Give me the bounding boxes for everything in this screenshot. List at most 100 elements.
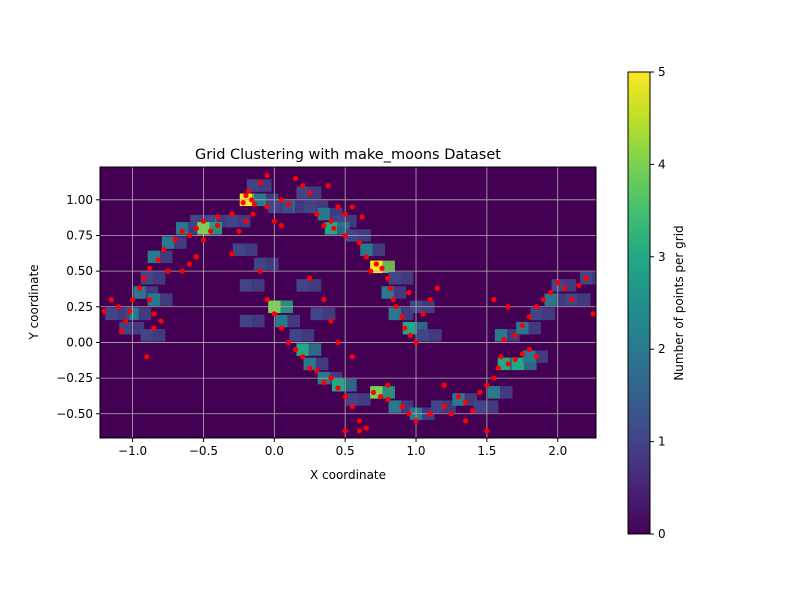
heatmap-cell [497, 357, 511, 371]
data-point [278, 222, 284, 229]
data-point [115, 304, 122, 310]
data-point [501, 336, 507, 343]
heatmap-cell [344, 378, 357, 392]
data-point [484, 428, 490, 434]
heatmap-cell [542, 307, 556, 321]
data-point [470, 408, 476, 414]
data-point [495, 365, 501, 371]
data-point [402, 325, 408, 331]
heatmap-cell [360, 243, 373, 256]
heatmap-cell [252, 279, 265, 292]
colorbar-tick-label: 0 [658, 527, 666, 541]
data-point [363, 425, 370, 431]
data-point [292, 175, 299, 182]
data-point [300, 182, 306, 189]
heatmap-cell [303, 200, 316, 214]
heatmap-cell [147, 293, 161, 306]
data-point [434, 285, 440, 291]
data-point [307, 190, 313, 196]
data-point [151, 311, 157, 317]
heatmap-cell [253, 257, 267, 271]
data-point [236, 228, 242, 234]
data-point [331, 225, 337, 231]
data-point [590, 311, 596, 317]
data-point [427, 297, 433, 303]
data-point [407, 332, 413, 338]
heatmap-cell [500, 386, 513, 399]
data-point [406, 289, 412, 296]
heatmap-cell [296, 186, 309, 199]
data-point [321, 222, 327, 229]
data-point [342, 428, 348, 434]
heatmap-cell [530, 307, 543, 321]
y-tick-label: 0.00 [66, 335, 93, 349]
data-point [519, 351, 525, 357]
data-point [307, 275, 313, 281]
data-point [249, 197, 255, 203]
colorbar-tick-label: 4 [658, 157, 666, 171]
data-point [379, 265, 385, 271]
data-point [370, 389, 377, 395]
heatmap-cell [372, 243, 386, 256]
y-tick-label: 0.75 [66, 228, 93, 242]
plot-frame [99, 166, 597, 439]
data-point [246, 188, 252, 194]
heatmap-cell [301, 329, 315, 342]
heatmap-cell [308, 279, 322, 292]
data-point [271, 218, 277, 224]
y-axis-label: Y coordinate [27, 264, 41, 340]
data-point [186, 232, 192, 239]
data-point [240, 200, 246, 206]
data-point [292, 346, 299, 353]
data-point [321, 297, 327, 303]
data-point [491, 297, 497, 303]
heatmap-cell [331, 378, 345, 392]
data-point [328, 218, 334, 224]
data-point [377, 394, 384, 400]
data-point [101, 308, 107, 314]
heatmap-cell [152, 272, 166, 285]
data-point [144, 354, 150, 360]
data-point [264, 204, 270, 210]
heatmap-cell [289, 329, 302, 342]
data-point [264, 172, 270, 179]
data-point [314, 368, 320, 374]
x-tick-label: 0.0 [265, 444, 284, 458]
x-tick-label: −1.0 [118, 444, 147, 458]
heatmap-cell [252, 314, 265, 328]
heatmap-cell [161, 236, 175, 249]
heatmap-cell [160, 293, 173, 306]
heatmap-cell [133, 286, 146, 299]
y-tick-label: −0.25 [56, 371, 93, 385]
data-point [448, 411, 455, 417]
data-point [158, 318, 164, 324]
y-axis-ticks: −0.50 −0.25 0.00 0.25 0.50 0.75 1.00 [56, 193, 100, 421]
y-tick-label: 0.50 [66, 264, 93, 278]
data-point [193, 225, 199, 231]
data-point [387, 285, 394, 291]
colorbar: 0 1 2 3 4 5 Number of points per grid [627, 65, 686, 541]
plot-area [99, 166, 597, 439]
data-point [278, 197, 284, 203]
data-point [151, 325, 157, 331]
data-point [155, 257, 161, 263]
x-axis-label: X coordinate [310, 468, 386, 482]
heatmap-cell [528, 321, 541, 335]
data-point [200, 218, 207, 224]
data-point [455, 394, 462, 400]
data-point [548, 289, 554, 296]
data-point [477, 389, 483, 395]
data-point [264, 297, 270, 303]
heatmap-cell [287, 314, 300, 328]
data-point [179, 228, 185, 234]
data-point [533, 304, 540, 310]
data-point [356, 418, 362, 424]
data-point [278, 325, 284, 331]
heatmap-cell [535, 350, 548, 363]
scatter-points [101, 172, 596, 434]
data-point [555, 279, 561, 286]
x-tick-label: 1.5 [477, 444, 496, 458]
colorbar-ticks: 0 1 2 3 4 5 [650, 65, 666, 541]
data-point [583, 275, 589, 281]
